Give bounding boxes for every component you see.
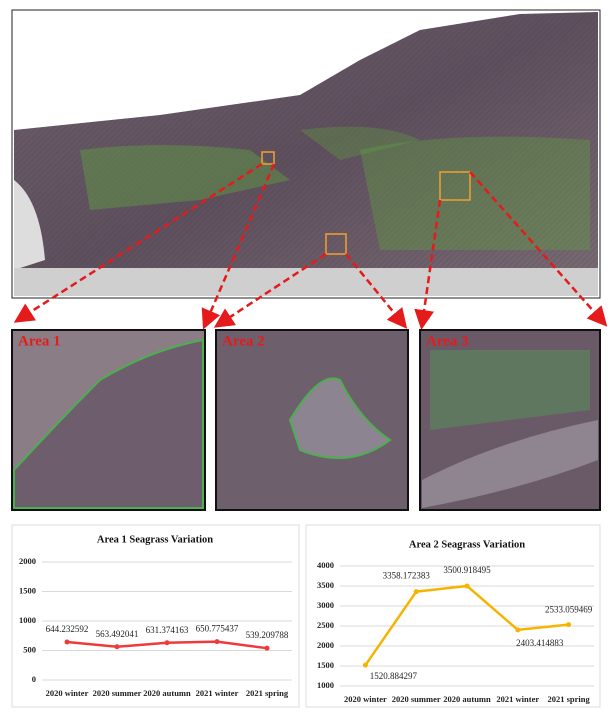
y-tick-label: 1000: [317, 680, 334, 690]
x-tick-label: 2020 winter: [344, 694, 387, 704]
y-tick-label: 500: [23, 644, 36, 654]
value-label: 563.492041: [96, 629, 139, 639]
point: [363, 663, 368, 668]
figure: Area 1 Area 2 Area 3 Area 1 Seagrass Var…: [0, 0, 611, 711]
value-label: 3500.918495: [443, 565, 491, 575]
value-label: 539.209788: [246, 630, 289, 640]
point: [414, 589, 419, 594]
y-tick-label: 2500: [317, 620, 334, 630]
x-tick-label: 2020 autumn: [443, 694, 491, 704]
y-tick-label: 2000: [317, 640, 334, 650]
value-label: 2403.414883: [516, 638, 564, 648]
value-label: 631.374163: [146, 625, 189, 635]
x-tick-label: 2020 winter: [46, 688, 89, 698]
y-tick-label: 4000: [317, 560, 334, 570]
x-tick-label: 2021 spring: [547, 694, 590, 704]
point: [515, 627, 520, 632]
value-label: 3358.172383: [383, 571, 431, 581]
x-tick-label: 2021 winter: [196, 688, 239, 698]
point: [566, 622, 571, 627]
chart-frame: [306, 525, 600, 707]
point: [65, 639, 70, 644]
area-label: Area 3: [426, 333, 469, 349]
point: [265, 646, 270, 651]
point: [165, 640, 170, 645]
value-label: 644.232592: [46, 624, 89, 634]
y-tick-label: 3000: [317, 600, 334, 610]
x-tick-label: 2020 summer: [93, 688, 142, 698]
point: [115, 644, 120, 649]
y-tick-label: 3500: [317, 580, 334, 590]
chart-title: Area 2 Seagrass Variation: [409, 539, 525, 550]
x-tick-label: 2020 autumn: [143, 688, 191, 698]
value-label: 1520.884297: [370, 671, 418, 681]
area-label: Area 1: [18, 333, 61, 349]
y-tick-label: 1000: [19, 615, 36, 625]
area-label: Area 2: [222, 333, 265, 349]
x-tick-label: 2021 spring: [246, 688, 289, 698]
y-tick-label: 1500: [317, 660, 334, 670]
value-label: 2533.059469: [545, 605, 593, 615]
y-tick-label: 1500: [19, 585, 36, 595]
y-tick-label: 0: [32, 674, 36, 684]
point: [465, 583, 470, 588]
zoom-panels: [12, 330, 600, 510]
y-tick-label: 2000: [19, 556, 36, 566]
aerial-image: [12, 10, 600, 298]
x-tick-label: 2020 summer: [392, 694, 441, 704]
x-tick-label: 2021 winter: [496, 694, 539, 704]
value-label: 650.775437: [196, 624, 239, 634]
point: [215, 639, 220, 644]
chart-title: Area 1 Seagrass Variation: [97, 534, 213, 545]
